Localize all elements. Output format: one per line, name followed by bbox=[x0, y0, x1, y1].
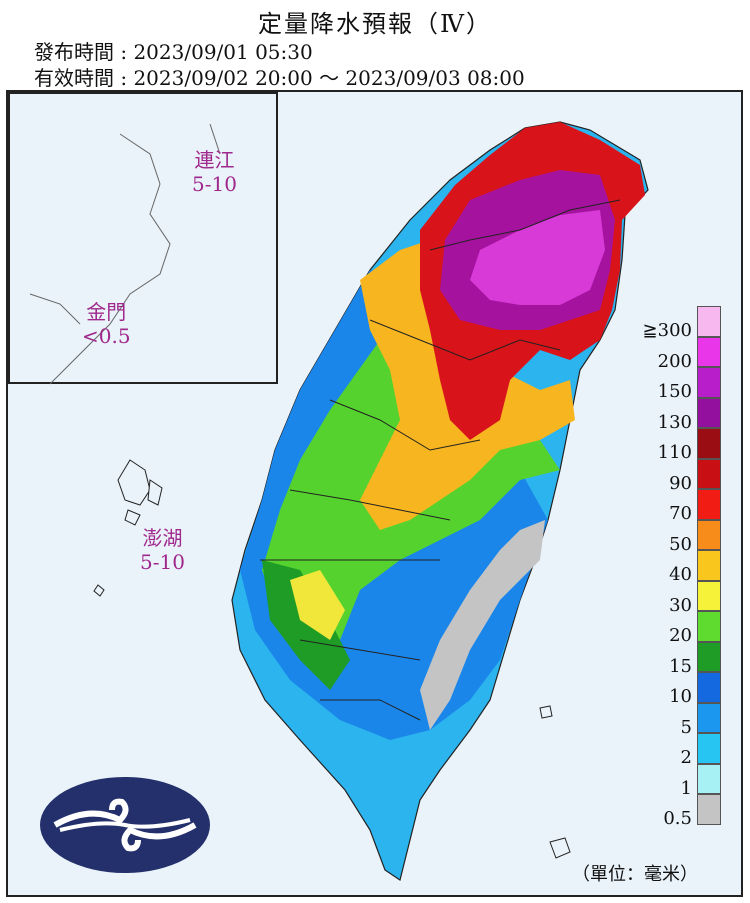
inset-coastline bbox=[29, 123, 221, 385]
penghu-name: 澎湖 bbox=[142, 526, 183, 550]
legend-level-label: 5 bbox=[680, 716, 692, 738]
legend-swatch bbox=[697, 458, 721, 489]
legend-level-label: 90 bbox=[669, 472, 692, 494]
matsu-name: 連江 bbox=[194, 148, 235, 172]
legend-level-label: ≧300 bbox=[642, 320, 692, 341]
legend-swatch bbox=[697, 763, 721, 794]
legend-level-label: 70 bbox=[669, 503, 692, 524]
central-weather-logo bbox=[40, 777, 210, 873]
legend-level-label: 20 bbox=[669, 625, 692, 646]
legend-level-label: 15 bbox=[669, 655, 692, 677]
legend-swatch bbox=[697, 702, 721, 733]
penghu-label: 澎湖 5-10 bbox=[140, 526, 185, 574]
kinmen-name: 金門 bbox=[86, 300, 127, 324]
rain-zone-30mm bbox=[290, 570, 345, 640]
legend-swatch bbox=[697, 794, 721, 825]
legend-level-label: 130 bbox=[657, 411, 692, 433]
legend-level-label: 1 bbox=[680, 777, 692, 799]
kinmen-range: <0.5 bbox=[82, 324, 131, 348]
legend-level-label: 30 bbox=[669, 594, 692, 616]
kinmen-label: 金門 <0.5 bbox=[82, 300, 131, 348]
legend-level-label: 40 bbox=[669, 564, 692, 585]
legend-level-label: 2 bbox=[680, 747, 692, 768]
outer-islands-inset bbox=[8, 92, 278, 385]
orchid-island bbox=[549, 837, 571, 859]
legend-swatch bbox=[697, 550, 721, 581]
legend-swatch bbox=[697, 367, 721, 398]
legend-swatch bbox=[697, 672, 721, 703]
rain-zone-15mm bbox=[262, 560, 350, 690]
legend-swatch bbox=[697, 397, 721, 428]
legend-swatch bbox=[697, 733, 721, 764]
legend-level-label: 50 bbox=[669, 533, 692, 555]
valid-time: 有效時間 : 2023/09/02 20:00 ～ 2023/09/03 08:… bbox=[34, 66, 525, 90]
legend-level-label: 110 bbox=[657, 442, 692, 463]
legend-level-label: 0.5 bbox=[663, 808, 692, 829]
legend-level-label: 150 bbox=[657, 381, 692, 402]
rain-zone-0-5mm bbox=[420, 520, 545, 730]
issue-time: 發布時間 : 2023/09/01 05:30 bbox=[34, 40, 313, 64]
map-title: 定量降水預報（Ⅳ） bbox=[258, 10, 492, 38]
legend-level-label: 200 bbox=[657, 350, 692, 372]
matsu-label: 連江 5-10 bbox=[192, 148, 237, 196]
legend-swatch bbox=[697, 428, 721, 459]
legend-swatch bbox=[697, 336, 721, 367]
legend-swatch bbox=[697, 580, 721, 611]
legend-swatch bbox=[697, 641, 721, 672]
green-island bbox=[539, 705, 553, 719]
legend-level-label: 10 bbox=[669, 686, 692, 707]
legend-swatch bbox=[697, 611, 721, 642]
legend-swatch bbox=[697, 306, 721, 337]
legend-colorbar bbox=[697, 306, 721, 825]
matsu-range: 5-10 bbox=[192, 172, 237, 196]
rain-zone-200mm bbox=[470, 210, 605, 305]
county-borders bbox=[260, 199, 621, 721]
legend-swatch bbox=[697, 489, 721, 520]
legend-swatch bbox=[697, 519, 721, 550]
unit-label: （單位：毫米） bbox=[572, 864, 698, 885]
penghu-range: 5-10 bbox=[140, 550, 185, 574]
penghu-islands bbox=[93, 459, 163, 597]
